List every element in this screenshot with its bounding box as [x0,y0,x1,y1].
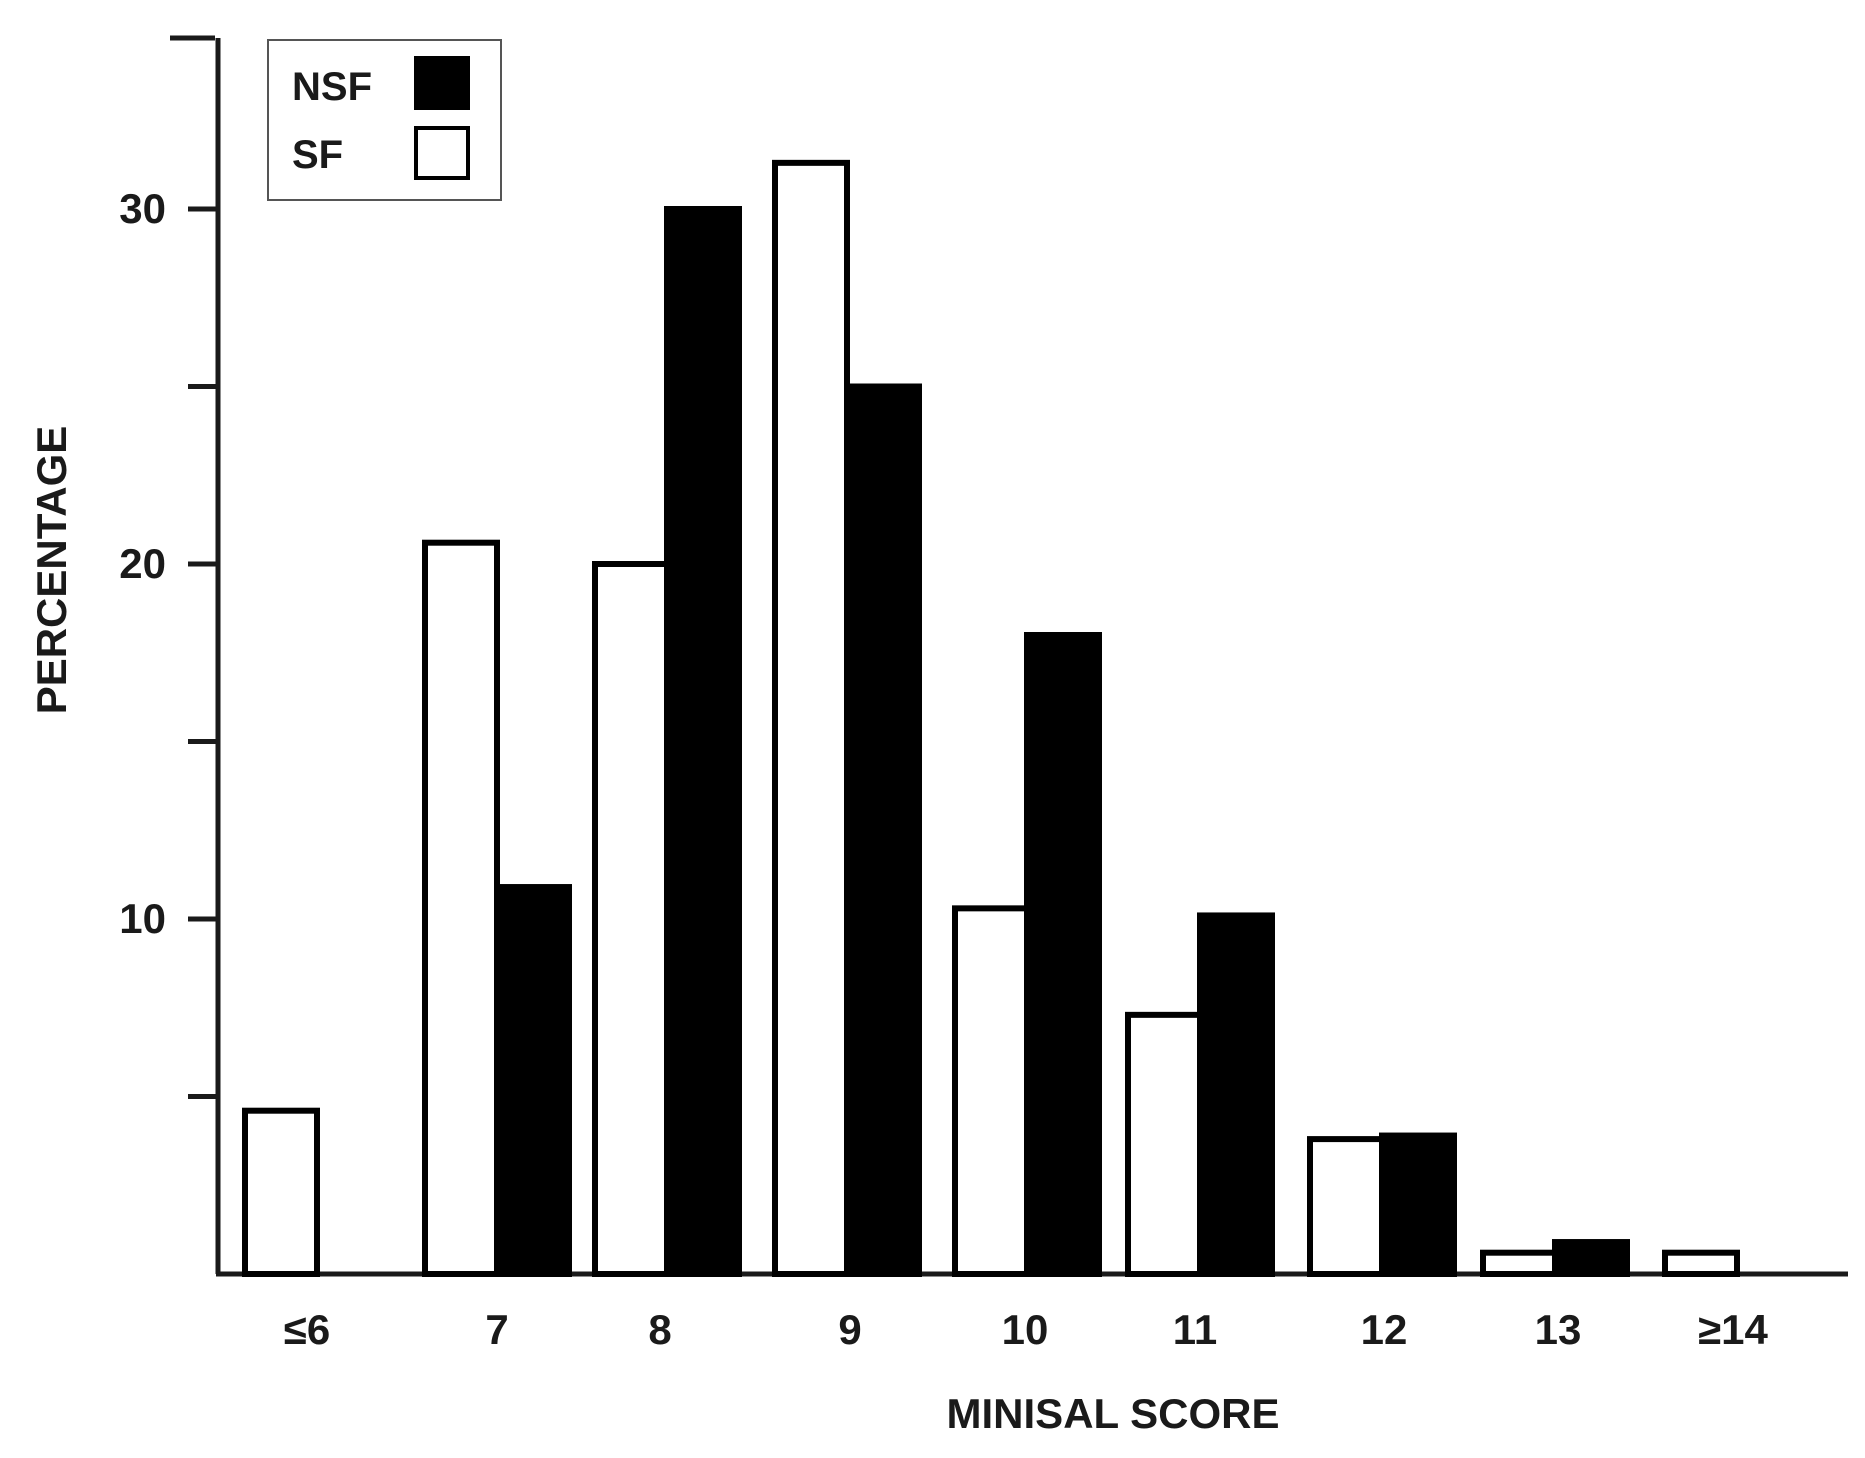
y-tick-label-30: 30 [119,185,166,232]
bar-sf-7 [1480,1249,1558,1277]
bar-sf-8 [1662,1249,1740,1277]
bar-nsf-6 [1379,1132,1457,1278]
bar-nsf-5 [1197,912,1275,1277]
x-tick-label-7: 13 [1535,1306,1582,1353]
bar-nsf-3 [844,383,922,1277]
legend: NSF SF [267,39,502,201]
x-tick-label-8: ≥14 [1698,1306,1768,1353]
bar-sf-3 [772,159,850,1278]
plot-area: 10 20 30 ≤6 7 8 9 10 11 12 13 ≥14 [119,35,1848,1353]
legend-label-nsf: NSF [292,65,372,109]
y-axis-title: PERCENTAGE [28,426,75,715]
y-tick-label-20: 20 [119,540,166,587]
bar-sf-1 [422,539,500,1277]
bar-sf-6 [1307,1136,1385,1277]
bar-sf-0 [242,1107,320,1277]
bar-sf-5 [1125,1011,1203,1277]
bar-nsf-2 [664,206,742,1277]
x-tick-label-4: 10 [1002,1306,1049,1353]
x-tick-label-6: 12 [1361,1306,1408,1353]
bar-sf-2 [592,561,670,1277]
bar-nsf-7 [1552,1239,1630,1278]
legend-swatch-sf [414,126,470,180]
y-tick-label-10: 10 [119,895,166,942]
legend-label-sf: SF [292,133,343,177]
bar-sf-4 [952,905,1030,1277]
x-axis-title: MINISAL SCORE [947,1390,1280,1437]
legend-swatch-nsf [414,56,470,110]
bar-nsf-1 [494,884,572,1277]
bar-nsf-4 [1024,632,1102,1277]
x-tick-label-5: 11 [1173,1306,1217,1353]
x-tick-label-0: ≤6 [284,1306,330,1353]
x-tick-label-3: 9 [838,1306,861,1353]
x-tick-label-1: 7 [485,1306,508,1353]
x-tick-label-2: 8 [648,1306,671,1353]
